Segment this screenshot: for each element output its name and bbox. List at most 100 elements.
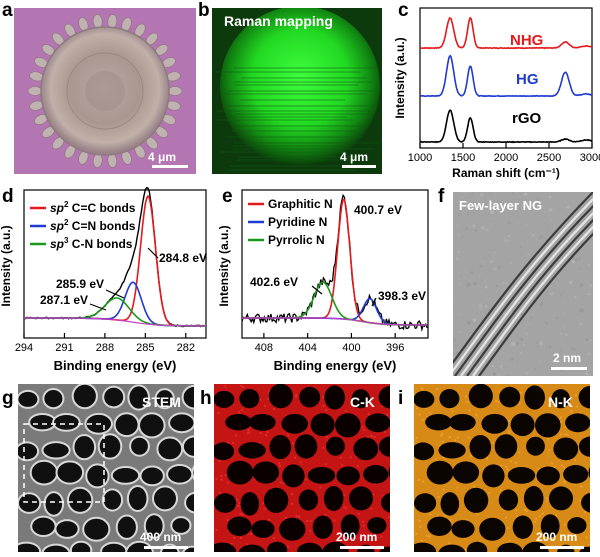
hrtem-noise	[528, 322, 532, 326]
stem-pore	[41, 543, 71, 552]
ck-map-pore	[282, 464, 305, 488]
nk-map-noise	[535, 517, 538, 520]
hrtem-noise	[563, 268, 566, 271]
nk-map-noise	[441, 432, 444, 435]
chart-e-xlabel: Binding energy (eV)	[274, 358, 397, 373]
hrtem-noise	[472, 318, 477, 322]
hrtem-noise	[503, 238, 508, 243]
hrtem-noise	[558, 350, 563, 354]
stem-pore	[125, 540, 154, 552]
nk-map-noise	[468, 409, 471, 412]
nk-map-noise	[547, 403, 550, 406]
hrtem-noise	[485, 228, 490, 232]
stem-pore	[181, 384, 194, 410]
nk-map-noise	[508, 420, 511, 422]
ck-map-noise	[247, 431, 250, 434]
nk-map-noise	[524, 508, 526, 511]
nk-map-pore	[512, 515, 533, 539]
hrtem-noise	[578, 266, 582, 271]
stem-pore	[168, 412, 194, 434]
panel-g-scale-bar	[144, 546, 188, 549]
hrtem-noise	[481, 260, 485, 264]
chart-e-xtick-label-3: 396	[386, 342, 404, 354]
nk-map-pore	[497, 542, 523, 552]
hrtem-noise	[453, 338, 457, 342]
nk-map-noise	[495, 400, 498, 403]
lattice-fringe	[472, 225, 593, 376]
nk-map-noise	[497, 400, 500, 403]
hrtem-noise	[507, 239, 510, 242]
hrtem-noise	[523, 192, 528, 196]
chart-e-legend: Graphitic N Pyridine N Pyrrolic N	[248, 197, 333, 247]
nk-map-noise	[564, 433, 567, 436]
hrtem-noise	[502, 364, 506, 369]
nk-map-noise	[428, 513, 431, 516]
nk-map-noise	[518, 401, 521, 404]
ck-map-noise	[250, 533, 253, 536]
ck-map-pore	[353, 437, 379, 461]
ck-map-noise	[215, 478, 218, 481]
hrtem-noise	[567, 331, 569, 334]
nk-map-noise	[465, 519, 468, 522]
hrtem-noise	[478, 201, 480, 204]
nk-map-noise	[579, 411, 582, 414]
ck-map-pore	[263, 487, 289, 513]
hrtem-noise	[574, 258, 579, 262]
lattice-fringe	[478, 232, 593, 376]
ck-map-noise	[325, 409, 328, 411]
hrtem-noise	[476, 226, 479, 229]
hrtem-noise	[515, 228, 518, 231]
nk-map-pore	[414, 442, 435, 461]
nk-map-noise	[584, 510, 586, 513]
nk-map-noise	[559, 421, 562, 424]
hrtem-noise	[517, 198, 519, 201]
hrtem-noise	[565, 216, 567, 219]
nk-map-pore	[449, 414, 476, 431]
lattice-fringe	[454, 204, 593, 376]
chart-d-xtick-label-4: 282	[177, 342, 195, 354]
chart-d-xtick-label-3: 285	[136, 342, 154, 354]
hrtem-noise	[562, 290, 565, 293]
nk-map-noise	[448, 542, 451, 545]
ck-map-noise	[340, 456, 342, 459]
ck-map-noise	[259, 432, 262, 435]
hrtem-noise	[453, 221, 454, 223]
hrtem-noise	[467, 320, 471, 325]
nk-map-noise	[422, 480, 425, 483]
nk-map-noise	[444, 514, 447, 517]
hrtem-noise	[493, 250, 496, 254]
stem-pore	[97, 433, 123, 460]
stem-pore	[181, 435, 194, 458]
hrtem-noise	[550, 219, 552, 221]
nk-map-pore	[414, 390, 435, 408]
nk-map-noise	[551, 462, 554, 465]
nk-map-pore	[414, 542, 437, 552]
ck-map-pore	[310, 413, 335, 437]
panel-a-scale-bar	[152, 165, 188, 168]
nk-map-noise	[547, 438, 550, 441]
ck-map-pore	[363, 465, 389, 484]
nk-map-noise	[469, 455, 472, 457]
nk-map-noise	[543, 465, 546, 468]
panel-b-scale-bar	[342, 165, 376, 168]
nk-map-noise	[485, 457, 488, 460]
hrtem-noise	[588, 293, 591, 296]
hrtem-noise	[571, 260, 576, 264]
hrtem-noise	[499, 249, 501, 251]
panel-label-a: a	[2, 0, 13, 21]
hrtem-noise	[540, 302, 544, 306]
stem-pore	[184, 491, 194, 514]
stem-pore	[154, 388, 175, 410]
series-label-nhg: NHG	[510, 32, 543, 49]
hrtem-noise	[497, 372, 502, 376]
ck-map-pore	[227, 516, 252, 536]
chart-e-ylabel: Intensity (a.u.)	[218, 225, 231, 306]
stem-pore	[138, 412, 166, 439]
hrtem-noise	[532, 234, 534, 236]
raman-map-image	[212, 8, 382, 174]
nk-map-noise	[563, 480, 566, 483]
nk-map-noise	[425, 406, 428, 409]
ck-map-noise	[240, 537, 242, 539]
nk-map-noise	[560, 464, 563, 467]
hrtem-noise	[547, 224, 551, 228]
